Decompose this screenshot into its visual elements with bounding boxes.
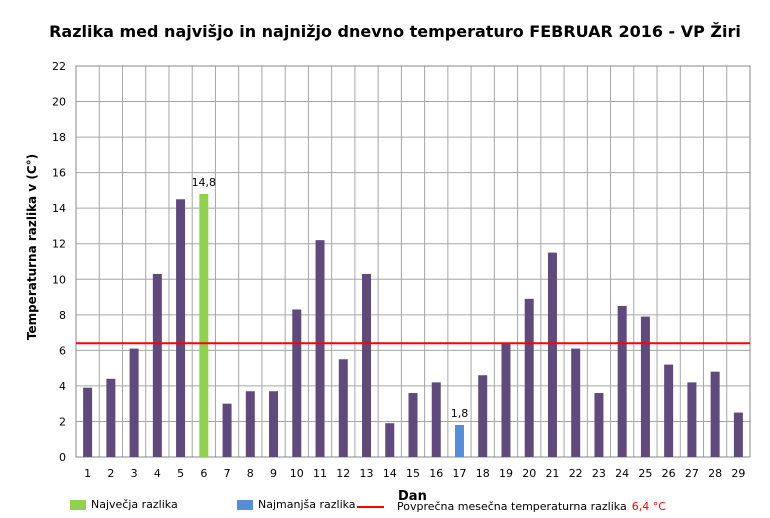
x-tick-label: 20	[522, 467, 536, 480]
legend-average: Povprečna mesečna temperaturna razlika 6…	[357, 500, 666, 513]
bar	[385, 423, 395, 457]
bar	[269, 391, 279, 457]
bar	[362, 273, 372, 457]
x-tick-label: 17	[452, 467, 466, 480]
legend-max-label: Največja razlika	[91, 498, 178, 511]
x-tick-label: 4	[154, 467, 161, 480]
x-tick-label: 21	[545, 467, 559, 480]
x-tick-label: 11	[313, 467, 327, 480]
legend-average-label: Povprečna mesečna temperaturna razlika	[397, 500, 627, 513]
bar	[640, 316, 650, 457]
bar	[106, 378, 116, 457]
bar	[617, 305, 627, 457]
y-tick-label: 14	[52, 202, 66, 215]
x-tick-label: 1	[84, 467, 91, 480]
x-tick-label: 18	[476, 467, 490, 480]
legend-min-swatch	[237, 499, 253, 510]
y-tick-label: 4	[59, 380, 66, 393]
bar	[315, 240, 325, 457]
data-label-max: 14,8	[192, 176, 217, 189]
y-tick-label: 8	[59, 309, 66, 322]
x-tick-label: 28	[708, 467, 722, 480]
bar	[524, 298, 534, 457]
bar	[454, 425, 464, 457]
bar	[245, 391, 255, 457]
bar	[571, 348, 581, 457]
bar	[664, 364, 674, 457]
x-axis-label: Dan	[398, 489, 427, 504]
x-tick-label: 5	[177, 467, 184, 480]
data-label-min: 1,8	[451, 407, 469, 420]
x-tick-label: 22	[569, 467, 583, 480]
bar	[547, 252, 557, 457]
x-tick-label: 27	[685, 467, 699, 480]
bar	[733, 412, 743, 457]
x-tick-label: 23	[592, 467, 606, 480]
legend-min-label: Najmanjša razlika	[258, 498, 356, 511]
x-tick-label: 9	[270, 467, 277, 480]
x-tick-label: 10	[290, 467, 304, 480]
x-tick-label: 16	[429, 467, 443, 480]
bar	[431, 382, 441, 457]
y-tick-label: 18	[52, 131, 66, 144]
x-tick-label: 8	[247, 467, 254, 480]
bar	[594, 393, 604, 457]
bar	[408, 393, 418, 457]
bar	[222, 403, 232, 457]
x-tick-label: 14	[383, 467, 397, 480]
x-tick-label: 26	[662, 467, 676, 480]
x-tick-label: 3	[131, 467, 138, 480]
bar	[129, 348, 139, 457]
x-tick-label: 19	[499, 467, 513, 480]
bar	[478, 375, 488, 457]
legend-max: Največja razlika	[70, 498, 178, 511]
y-tick-label: 0	[59, 451, 66, 464]
legend-average-line	[357, 505, 384, 508]
y-tick-label: 22	[52, 60, 66, 73]
bar	[292, 309, 302, 457]
bar	[83, 387, 93, 457]
x-tick-label: 15	[406, 467, 420, 480]
y-tick-label: 16	[52, 167, 66, 180]
bar	[710, 371, 720, 457]
bar	[152, 273, 162, 457]
bar	[176, 199, 186, 457]
y-tick-label: 20	[52, 96, 66, 109]
x-tick-label: 12	[336, 467, 350, 480]
y-tick-label: 6	[59, 344, 66, 357]
bar	[199, 193, 209, 458]
y-tick-label: 2	[59, 415, 66, 428]
bar	[501, 343, 511, 457]
x-tick-label: 2	[107, 467, 114, 480]
x-tick-label: 29	[731, 467, 745, 480]
bar	[338, 359, 348, 457]
x-tick-label: 13	[360, 467, 374, 480]
x-tick-label: 24	[615, 467, 629, 480]
x-tick-label: 6	[200, 467, 207, 480]
x-tick-label: 25	[638, 467, 652, 480]
legend-max-swatch	[70, 499, 86, 510]
legend-min: Najmanjša razlika	[237, 498, 356, 511]
chart-title: Razlika med najvišjo in najnižjo dnevno …	[49, 22, 741, 41]
legend-average-value: 6,4 °C	[631, 500, 666, 513]
x-tick-label: 7	[224, 467, 231, 480]
bar	[687, 382, 697, 457]
y-tick-label: 10	[52, 273, 66, 286]
y-tick-label: 12	[52, 238, 66, 251]
